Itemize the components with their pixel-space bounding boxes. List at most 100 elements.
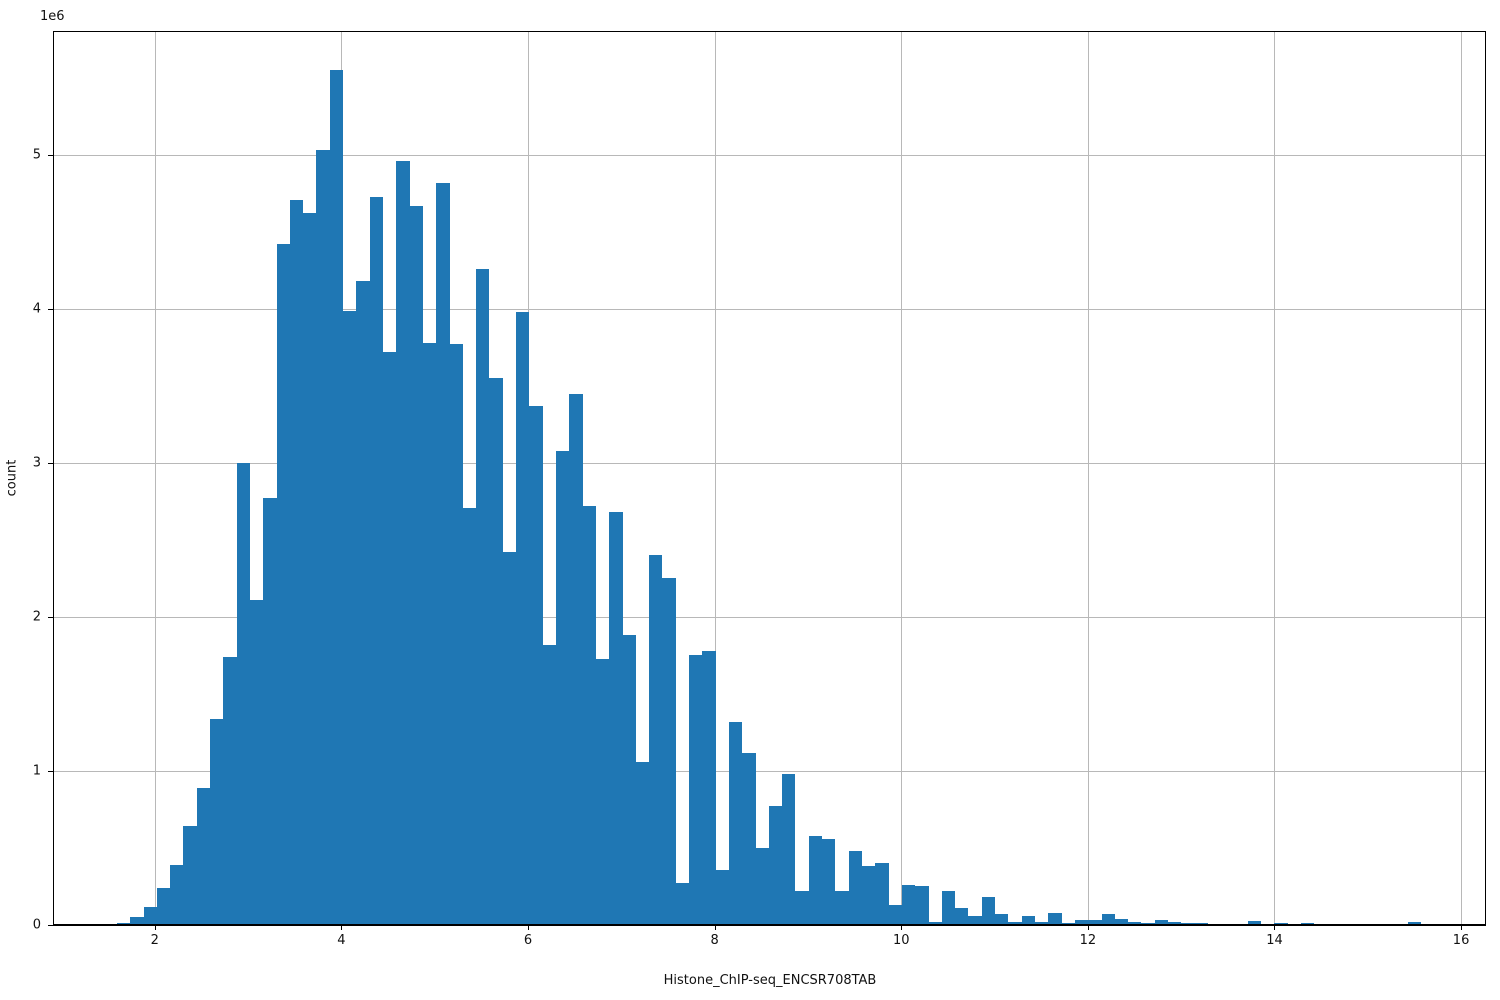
histogram-bar	[516, 312, 530, 925]
histogram-bar	[1101, 914, 1115, 925]
histogram-bar	[1074, 920, 1089, 925]
y-gridline	[53, 154, 1486, 156]
y-tick-mark	[48, 308, 53, 310]
histogram-bar	[183, 825, 197, 925]
histogram-bar	[742, 752, 756, 925]
histogram-bar	[502, 552, 517, 925]
histogram-bar	[476, 268, 490, 925]
histogram-bar	[981, 897, 996, 925]
histogram-bar	[928, 921, 942, 925]
y-tick-label: 1	[32, 763, 41, 779]
histogram-bar	[728, 721, 743, 925]
y-gridline	[53, 308, 1486, 310]
histogram-bar	[210, 718, 224, 925]
histogram-bar	[409, 205, 423, 925]
histogram-bar	[875, 863, 889, 925]
histogram-bar	[689, 655, 703, 925]
y-tick-mark	[48, 154, 53, 156]
histogram-bar	[675, 883, 690, 925]
histogram-bar	[995, 914, 1009, 925]
histogram-bar	[808, 835, 823, 925]
histogram-bar	[635, 761, 650, 925]
histogram-bar	[436, 182, 450, 925]
histogram-bar	[1407, 921, 1421, 925]
histogram-bar	[702, 650, 716, 925]
x-tick-mark	[1087, 925, 1089, 930]
x-tick-label: 10	[892, 933, 910, 948]
histogram-bar	[595, 658, 610, 925]
x-tick-label: 4	[337, 933, 346, 948]
y-gridline	[53, 770, 1486, 772]
histogram-bar	[343, 310, 357, 925]
histogram-bar	[569, 393, 583, 925]
histogram-bar	[542, 644, 556, 925]
x-tick-label: 14	[1266, 933, 1283, 948]
histogram-bar	[1247, 921, 1262, 925]
axis-spine-left	[53, 31, 54, 925]
y-tick-mark	[48, 770, 53, 772]
x-axis-label: Histone_ChIP-seq_ENCSR708TAB	[663, 973, 877, 988]
histogram-bar	[968, 915, 982, 925]
histogram-bar	[848, 851, 862, 925]
x-gridline	[901, 31, 903, 925]
x-tick-label: 16	[1452, 933, 1470, 948]
x-tick-mark	[1461, 925, 1463, 930]
y-tick-mark	[48, 462, 53, 464]
histogram-bar	[356, 281, 370, 925]
histogram-bar	[1114, 918, 1129, 925]
histogram-bar	[143, 906, 157, 925]
histogram-bar	[715, 869, 729, 925]
histogram-bar	[249, 600, 264, 925]
histogram-bar	[489, 378, 503, 925]
histogram-bar	[1194, 922, 1208, 925]
histogram-bar	[1128, 921, 1142, 925]
histogram-bar	[1034, 921, 1049, 925]
histogram-bar	[649, 555, 663, 925]
histogram-bar	[116, 922, 131, 925]
histogram-bar	[609, 512, 623, 925]
histogram-bar	[462, 507, 477, 925]
histogram-bar	[835, 891, 849, 925]
histogram-bar	[170, 864, 184, 925]
histogram-bar	[915, 886, 929, 925]
x-tick-mark	[714, 925, 716, 930]
histogram-bar	[662, 578, 676, 925]
y-tick-label: 0	[32, 917, 41, 933]
histogram-bar	[276, 244, 290, 925]
x-tick-mark	[341, 925, 343, 930]
histogram-bar	[555, 450, 570, 925]
histogram-bar	[449, 344, 463, 925]
histogram-bar	[422, 342, 437, 925]
histogram-bar	[316, 150, 330, 925]
y-tick-label: 4	[32, 301, 41, 317]
x-gridline	[1461, 31, 1463, 925]
histogram-bar	[888, 904, 902, 925]
histogram-bar	[795, 891, 809, 925]
histogram-bar	[1168, 921, 1182, 925]
x-gridline	[154, 31, 156, 925]
histogram-bar	[236, 462, 250, 925]
x-tick-mark	[1274, 925, 1276, 930]
axis-spine-top	[53, 31, 1486, 32]
histogram-bar	[223, 657, 237, 925]
x-gridline	[714, 31, 716, 925]
histogram-bar	[768, 806, 783, 925]
x-gridline	[1274, 31, 1276, 925]
histogram-bar	[329, 70, 344, 925]
y-tick-mark	[48, 616, 53, 618]
y-axis-offset-text: 1e6	[40, 9, 65, 24]
x-tick-label: 8	[710, 933, 719, 948]
x-gridline	[1087, 31, 1089, 925]
histogram-bar	[822, 838, 836, 925]
histogram-bar	[289, 199, 304, 925]
histogram-bar	[396, 161, 410, 925]
histogram-bar	[303, 213, 317, 925]
y-tick-label: 3	[32, 455, 41, 471]
x-tick-label: 12	[1079, 933, 1097, 948]
histogram-bar	[130, 916, 144, 925]
x-tick-label: 6	[523, 933, 533, 948]
histogram-bar	[1008, 921, 1022, 925]
histogram-bar	[901, 884, 916, 925]
y-tick-mark	[48, 925, 53, 926]
